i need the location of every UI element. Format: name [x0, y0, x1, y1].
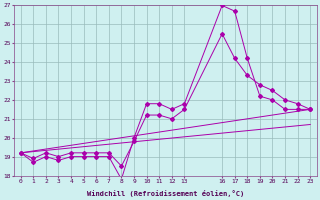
X-axis label: Windchill (Refroidissement éolien,°C): Windchill (Refroidissement éolien,°C) [87, 190, 244, 197]
